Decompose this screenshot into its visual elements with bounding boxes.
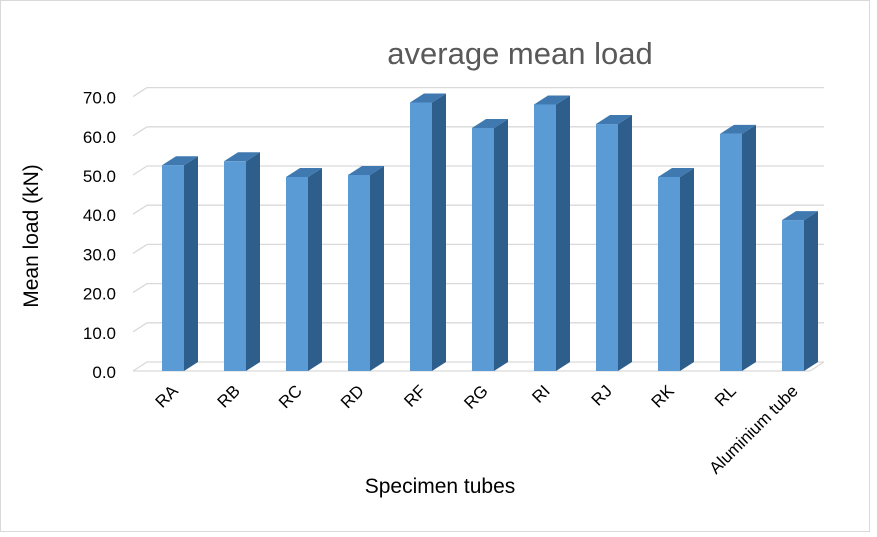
x-tick-label: RF [400,381,429,410]
bars [162,93,818,372]
x-tick-label: RJ [588,381,616,409]
bar [782,211,818,371]
bar [286,167,322,371]
x-tick-label: RK [648,381,679,412]
bar-top [534,95,570,105]
bar-front [286,176,308,371]
y-tick-label: 40.0 [83,206,116,225]
bar [348,166,384,371]
bar-top [658,167,694,177]
y-axis-ticks: 0.0 10.0 20.0 30.0 40.0 50.0 60.0 70.0 [83,89,116,382]
bar-front [162,165,184,371]
bar-front [472,127,494,372]
bar-side [618,115,632,371]
bar-top [162,156,198,166]
gridline-depth [132,322,148,333]
x-tick-label: RC [275,381,306,412]
chart-title: average mean load [387,36,653,71]
bar [224,152,260,371]
x-tick-label: RL [711,381,740,410]
bar-side [308,167,322,371]
bar-front [658,176,680,371]
bar [410,93,446,371]
gridline-depth [132,243,148,254]
floor-right-edge [809,361,825,372]
bar-top [782,211,818,221]
bar-front [224,161,246,371]
bar-side [804,211,818,371]
x-tick-label: RA [152,381,183,412]
bar-top [286,167,322,177]
bar-top [348,166,384,175]
gridline-depth [132,361,148,372]
gridline-depth [132,204,148,215]
y-tick-label: 20.0 [83,285,116,304]
x-tick-label: RD [337,381,368,412]
bar-top [410,93,446,103]
bar-top [596,115,632,125]
gridline-depth [132,283,148,294]
x-tick-label: RG [460,381,491,412]
bar [162,156,198,371]
bar-front [534,104,556,371]
y-tick-label: 10.0 [83,324,116,343]
x-tick-label: RB [214,381,244,411]
bar [596,115,632,371]
bar [658,167,694,371]
gridline-depth [132,165,148,176]
bar [534,95,570,371]
bar [472,118,508,372]
x-tick-label: RI [528,381,553,406]
bar-top [720,124,756,134]
bar-front [782,220,804,371]
gridline-depth [132,126,148,137]
bar-side [742,124,756,371]
y-tick-label: 30.0 [83,245,116,264]
bar-side [246,152,260,371]
bar-top [472,118,508,128]
x-axis-title: Specimen tubes [364,475,516,498]
bar [720,124,756,371]
gridline-depth [132,87,148,98]
y-tick-label: 0.0 [92,363,116,382]
y-tick-label: 70.0 [83,89,116,108]
bar-side [556,95,570,371]
bar-side [432,93,446,371]
bar-front [596,124,618,371]
bar-front [348,175,370,371]
bar-side [494,118,508,372]
y-tick-label: 50.0 [83,167,116,186]
bar-side [370,166,384,371]
y-tick-label: 60.0 [83,128,116,147]
bar-top [224,152,260,162]
bar-front [720,133,742,371]
bar-front [410,102,432,371]
bar-side [680,167,694,371]
bar-side [184,156,198,371]
